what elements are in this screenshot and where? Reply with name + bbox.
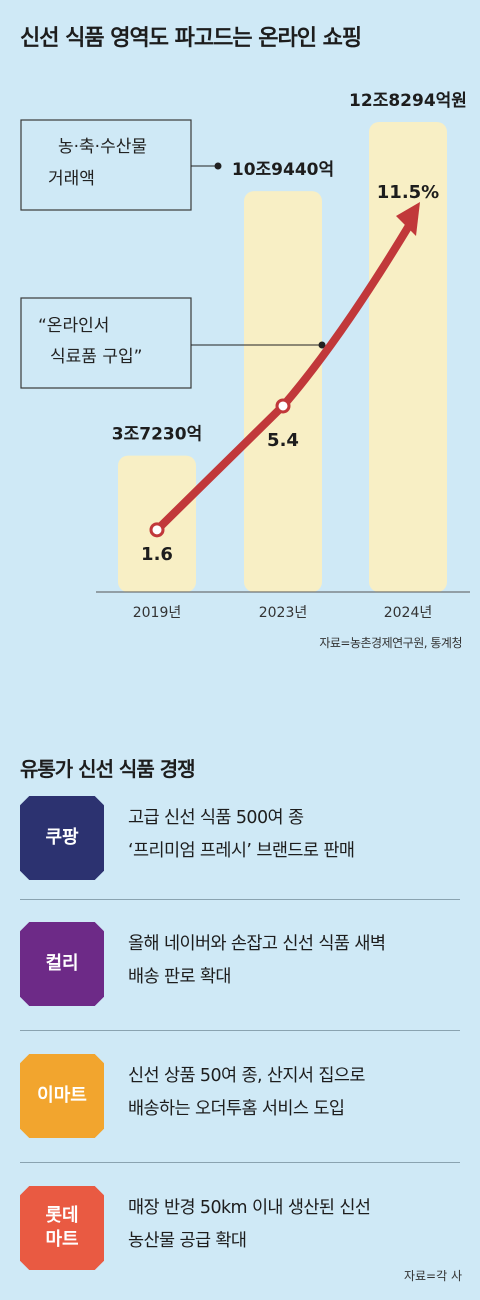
- company-desc-line1: 고급 신선 식품 500여 종: [128, 808, 304, 828]
- page-title: 신선 식품 영역도 파고드는 온라인 쇼핑: [20, 26, 362, 51]
- section-title: 유통가 신선 식품 경쟁: [20, 757, 195, 781]
- company-name-line1: 롯데: [45, 1204, 79, 1226]
- chart-source: 자료=농촌경제연구원, 통계청: [319, 636, 462, 650]
- bar-legend-line2: 거래액: [48, 169, 95, 189]
- divider: [20, 899, 460, 900]
- company-desc-line1: 올해 네이버와 손잡고 신선 식품 새벽: [128, 934, 386, 954]
- company-row-emart: 이마트 신선 상품 50여 종, 산지서 집으로 배송하는 오더투홈 서비스 도…: [20, 1046, 460, 1150]
- bar-value-label: 3조7230억: [112, 425, 202, 445]
- bar-2023년: [244, 191, 322, 593]
- company-badge: 롯데 마트: [20, 1186, 104, 1270]
- bar-2024년: [369, 122, 447, 592]
- divider: [20, 1162, 460, 1163]
- line-point-2023년: [275, 398, 291, 414]
- line-value-label: 1.6: [141, 544, 173, 565]
- company-desc-line1: 매장 반경 50km 이내 생산된 신선: [128, 1198, 371, 1218]
- company-badge: 이마트: [20, 1054, 104, 1138]
- company-row-kurly: 컬리 올해 네이버와 손잡고 신선 식품 새벽 배송 판로 확대: [20, 914, 460, 1018]
- company-name: 쿠팡: [45, 826, 79, 848]
- x-tick-label: 2023년: [259, 605, 308, 621]
- bar-legend-dot: [214, 162, 222, 170]
- company-badge: 쿠팡: [20, 796, 104, 880]
- line-point-2019년: [149, 522, 165, 538]
- line-legend-line1: “온라인서: [38, 316, 109, 336]
- x-tick-label: 2024년: [384, 605, 433, 621]
- company-badge: 컬리: [20, 922, 104, 1006]
- company-source: 자료=각 사: [403, 1269, 462, 1283]
- company-desc-line2: 농산물 공급 확대: [128, 1231, 247, 1251]
- company-desc-line2: ‘프리미엄 프레시’ 브랜드로 판매: [128, 841, 355, 861]
- company-row-lottemart: 롯데 마트 매장 반경 50km 이내 생산된 신선 농산물 공급 확대: [20, 1178, 460, 1282]
- chart: 3조7230억 10조9440억 12조8294억원 농·축·수산물 거래액 “온라…: [20, 91, 470, 621]
- bar-legend-box: [20, 119, 192, 211]
- line-value-label: 5.4: [267, 430, 299, 451]
- divider: [20, 1030, 460, 1031]
- company-name: 컬리: [45, 952, 79, 974]
- line-segment-2: [279, 220, 414, 410]
- bar-value-label: 12조8294억원: [349, 91, 467, 111]
- bar-value-label: 10조9440억: [232, 160, 334, 180]
- company-row-coupang: 쿠팡 고급 신선 식품 500여 종 ‘프리미엄 프레시’ 브랜드로 판매: [20, 788, 460, 892]
- company-desc-line2: 배송 판로 확대: [128, 967, 232, 987]
- line-legend-dot: [318, 341, 326, 349]
- company-name-line2: 마트: [45, 1229, 79, 1250]
- bar-legend-line1: 농·축·수산물: [58, 137, 147, 157]
- line-segment-1: [153, 401, 287, 534]
- x-tick-label: 2019년: [133, 605, 182, 621]
- company-desc-line1: 신선 상품 50여 종, 산지서 집으로: [128, 1066, 365, 1086]
- company-name: 이마트: [37, 1084, 87, 1106]
- line-legend-line2: 식료품 구입”: [50, 347, 142, 367]
- line-value-label: 11.5%: [377, 182, 439, 203]
- line-arrowhead: [396, 202, 420, 236]
- company-desc-line2: 배송하는 오더투홈 서비스 도입: [128, 1099, 345, 1119]
- line-legend-box: [20, 297, 192, 389]
